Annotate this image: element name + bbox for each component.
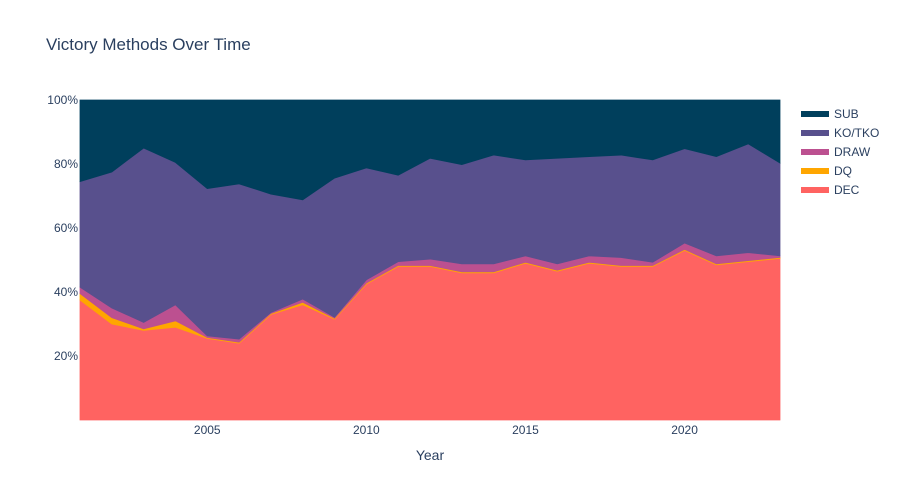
y-tick-label: 100%: [47, 93, 78, 107]
legend-label: DRAW: [834, 145, 871, 159]
legend-item-dq[interactable]: DQ: [801, 164, 852, 178]
x-tick-label: 2005: [194, 423, 221, 437]
legend-label: KO/TKO: [834, 126, 879, 140]
y-tick-label: 40%: [54, 285, 78, 299]
legend: SUB KO/TKO DRAW DQ DEC: [801, 107, 879, 197]
chart-title: Victory Methods Over Time: [46, 35, 251, 54]
legend-swatch: [801, 149, 829, 155]
plot-area: [79, 99, 781, 421]
legend-swatch: [801, 168, 829, 174]
y-tick-label: 60%: [54, 221, 78, 235]
x-tick-label: 2010: [353, 423, 380, 437]
legend-swatch: [801, 187, 829, 193]
x-axis-ticks: 2005 2010 2015 2020: [194, 423, 698, 437]
legend-item-ko-tko[interactable]: KO/TKO: [801, 126, 879, 140]
x-axis-title: Year: [416, 447, 445, 463]
x-tick-label: 2020: [671, 423, 698, 437]
legend-swatch: [801, 111, 829, 117]
legend-swatch: [801, 130, 829, 136]
legend-label: DQ: [834, 164, 852, 178]
area-sub: [79, 99, 781, 201]
x-tick-label: 2015: [512, 423, 539, 437]
y-tick-label: 20%: [54, 349, 78, 363]
legend-label: SUB: [834, 107, 859, 121]
legend-item-dec[interactable]: DEC: [801, 183, 860, 197]
y-tick-label: 80%: [54, 157, 78, 171]
legend-item-sub[interactable]: SUB: [801, 107, 859, 121]
y-axis-ticks: 20% 40% 60% 80% 100%: [47, 93, 78, 363]
legend-item-draw[interactable]: DRAW: [801, 145, 871, 159]
legend-label: DEC: [834, 183, 860, 197]
